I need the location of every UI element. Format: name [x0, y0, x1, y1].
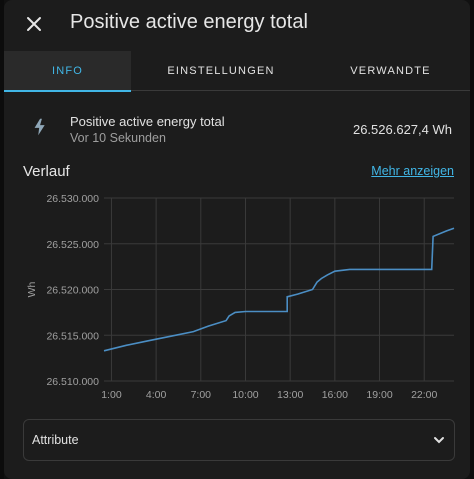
close-icon [27, 17, 41, 31]
y-tick-label: 26.520.000 [46, 285, 99, 297]
y-tick-label: 26.525.000 [46, 239, 99, 251]
x-tick-label: 10:00 [232, 389, 258, 401]
x-tick-label: 4:00 [146, 389, 167, 401]
dialog-header: Positive active energy total [4, 0, 470, 48]
tab-settings[interactable]: EINSTELLUNGEN [167, 65, 275, 77]
x-tick-label: 19:00 [366, 389, 392, 401]
background-page-edge [0, 0, 4, 479]
tab-related[interactable]: VERWANDTE [350, 65, 431, 77]
x-tick-label: 22:00 [411, 389, 437, 401]
chevron-down-icon [434, 437, 444, 444]
y-axis-label: Wh [26, 281, 38, 297]
x-tick-label: 1:00 [101, 389, 122, 401]
show-more-link[interactable]: Mehr anzeigen [371, 164, 454, 178]
history-chart[interactable]: 26.530.000 26.525.000 26.520.000 26.515.000… [4, 188, 470, 414]
x-tick-label: 16:00 [322, 389, 348, 401]
tab-bar: INFO EINSTELLUNGEN VERWANDTE [4, 51, 470, 92]
attributes-label: Attribute [32, 433, 79, 447]
tab-info[interactable]: INFO [4, 51, 131, 92]
entity-last-changed: Vor 10 Sekunden [70, 131, 166, 145]
y-tick-label: 26.530.000 [46, 193, 99, 205]
entity-name: Positive active energy total [70, 114, 225, 129]
background-page-edge-right [470, 0, 474, 479]
y-tick-label: 26.510.000 [46, 376, 99, 388]
entity-state: 26.526.627,4 Wh [352, 122, 452, 137]
x-tick-label: 13:00 [277, 389, 303, 401]
dialog-title: Positive active energy total [70, 11, 308, 33]
flash-icon [34, 118, 45, 136]
more-info-dialog: Positive active energy total INFO EINSTE… [4, 0, 470, 479]
x-tick-label: 7:00 [191, 389, 212, 401]
y-tick-label: 26.515.000 [46, 330, 99, 342]
series-line [103, 227, 455, 352]
history-title: Verlauf [23, 163, 70, 180]
entity-row[interactable]: Positive active energy total Vor 10 Seku… [4, 106, 470, 152]
attributes-expander[interactable]: Attribute [23, 419, 455, 461]
close-button[interactable] [22, 12, 46, 36]
